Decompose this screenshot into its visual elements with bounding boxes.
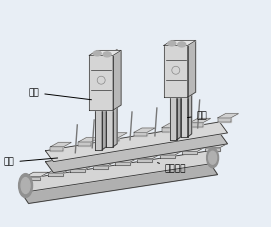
Polygon shape — [46, 122, 228, 162]
Polygon shape — [134, 132, 147, 136]
Polygon shape — [106, 133, 127, 137]
Polygon shape — [106, 52, 113, 147]
Polygon shape — [182, 147, 205, 151]
Polygon shape — [162, 123, 183, 128]
Polygon shape — [188, 40, 196, 97]
Polygon shape — [137, 159, 152, 162]
Text: 托板: 托板 — [4, 158, 58, 167]
Polygon shape — [115, 162, 130, 165]
Polygon shape — [89, 50, 121, 55]
Polygon shape — [50, 142, 71, 147]
Polygon shape — [160, 155, 175, 158]
Polygon shape — [113, 50, 121, 110]
Polygon shape — [102, 52, 106, 150]
Polygon shape — [205, 143, 228, 148]
Polygon shape — [170, 60, 177, 140]
Ellipse shape — [19, 174, 33, 197]
Polygon shape — [78, 142, 91, 146]
Ellipse shape — [103, 52, 111, 57]
Polygon shape — [21, 151, 218, 192]
Polygon shape — [113, 49, 117, 147]
Ellipse shape — [178, 42, 186, 47]
Polygon shape — [70, 169, 85, 172]
Polygon shape — [182, 151, 197, 154]
Text: 气缸: 气缸 — [28, 88, 91, 100]
Polygon shape — [190, 118, 211, 123]
Text: 挡杆: 挡杆 — [188, 111, 207, 120]
Polygon shape — [218, 118, 231, 122]
Polygon shape — [162, 128, 175, 132]
Text: 输送板链: 输送板链 — [157, 163, 186, 174]
Polygon shape — [48, 173, 63, 176]
Polygon shape — [218, 114, 238, 118]
Polygon shape — [95, 55, 102, 150]
Polygon shape — [25, 172, 49, 177]
Ellipse shape — [21, 178, 30, 193]
Polygon shape — [164, 40, 196, 45]
Polygon shape — [205, 148, 220, 151]
Polygon shape — [164, 45, 188, 97]
Polygon shape — [106, 137, 119, 141]
Polygon shape — [48, 169, 71, 173]
Polygon shape — [93, 161, 116, 166]
Polygon shape — [177, 57, 181, 140]
Ellipse shape — [168, 41, 176, 46]
Polygon shape — [137, 154, 160, 159]
Polygon shape — [89, 55, 113, 110]
Polygon shape — [25, 177, 40, 180]
Ellipse shape — [93, 51, 101, 56]
Ellipse shape — [209, 151, 217, 164]
Polygon shape — [190, 123, 203, 127]
Polygon shape — [21, 163, 218, 203]
Polygon shape — [181, 57, 188, 137]
Polygon shape — [70, 165, 93, 169]
Polygon shape — [115, 158, 138, 162]
Polygon shape — [188, 54, 192, 137]
Polygon shape — [50, 147, 63, 151]
Polygon shape — [160, 151, 183, 155]
Ellipse shape — [207, 148, 219, 168]
Polygon shape — [46, 133, 228, 173]
Polygon shape — [93, 166, 108, 169]
Polygon shape — [134, 128, 155, 132]
Polygon shape — [78, 138, 99, 142]
